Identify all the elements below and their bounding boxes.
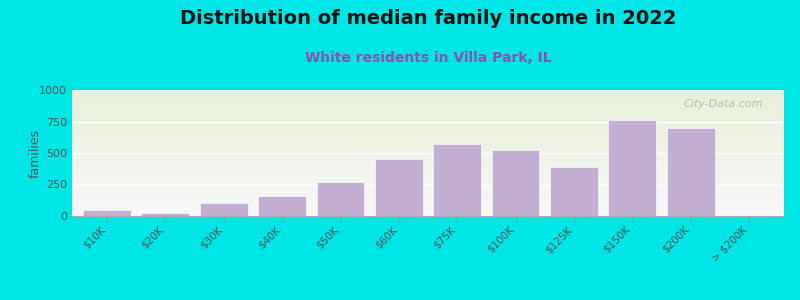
Bar [200, 203, 248, 216]
Bar [608, 120, 656, 216]
Bar [492, 151, 539, 216]
Text: Distribution of median family income in 2022: Distribution of median family income in … [180, 9, 676, 28]
Bar [375, 159, 422, 216]
Bar [317, 182, 364, 216]
Bar [142, 214, 190, 216]
Bar [434, 144, 481, 216]
Bar [550, 167, 598, 216]
Bar [666, 128, 714, 216]
Text: City-Data.com: City-Data.com [683, 99, 762, 109]
Bar [83, 210, 131, 216]
Y-axis label: families: families [29, 128, 42, 178]
Bar [258, 196, 306, 216]
Text: White residents in Villa Park, IL: White residents in Villa Park, IL [305, 51, 551, 65]
